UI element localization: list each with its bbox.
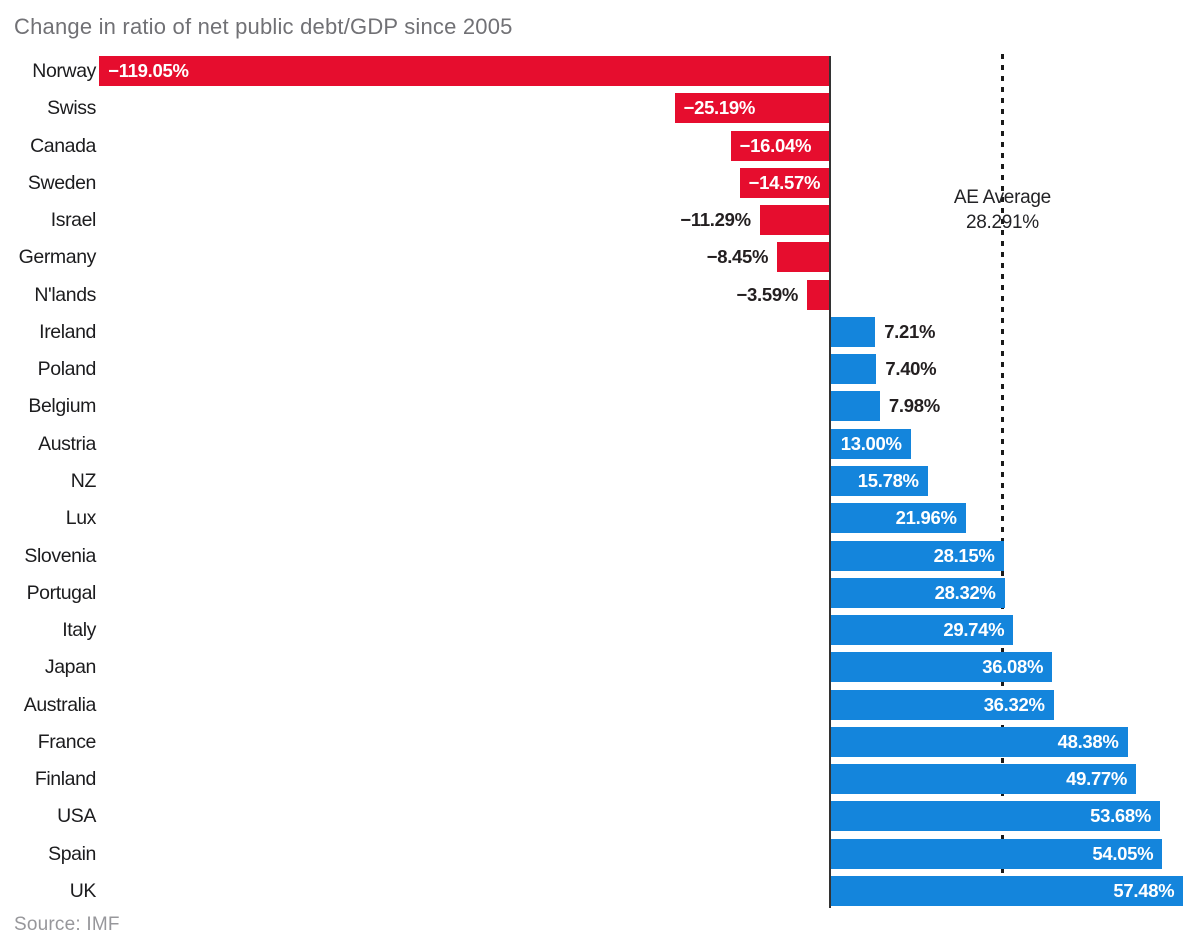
- bar: [730, 131, 829, 161]
- bar: [831, 391, 880, 421]
- value-label: 28.15%: [933, 545, 995, 566]
- bar: [831, 690, 1054, 720]
- category-label: Portugal: [26, 582, 97, 604]
- category-label: Austria: [38, 433, 96, 455]
- category-label: Finland: [34, 768, 97, 790]
- bar: [831, 652, 1053, 682]
- bar: [831, 429, 911, 459]
- value-label: 15.78%: [857, 470, 919, 491]
- bar: [831, 839, 1163, 869]
- category-label: Italy: [62, 619, 96, 641]
- bar: [831, 727, 1128, 757]
- bar: [831, 466, 928, 496]
- bar: [831, 578, 1005, 608]
- bar: [831, 801, 1161, 831]
- ae-average-label: AE Average: [953, 187, 1051, 208]
- value-label: 28.32%: [934, 582, 996, 603]
- category-label: Ireland: [39, 321, 96, 343]
- category-label: Swiss: [47, 97, 96, 119]
- value-label: −14.57%: [748, 172, 821, 193]
- bar: [831, 876, 1184, 906]
- value-label: 21.96%: [895, 507, 957, 528]
- bar: [831, 615, 1014, 645]
- category-label: Sweden: [27, 172, 96, 194]
- chart-title: Change in ratio of net public debt/GDP s…: [14, 14, 513, 39]
- bar: [831, 503, 966, 533]
- source-note: Source: IMF: [14, 914, 120, 935]
- bar: [831, 354, 877, 384]
- category-label: Spain: [48, 843, 96, 865]
- category-label: Lux: [65, 507, 97, 529]
- bar: [674, 93, 829, 123]
- value-label: −3.59%: [736, 284, 799, 305]
- bar: [777, 242, 829, 272]
- category-label: UK: [69, 880, 97, 902]
- category-label: Canada: [30, 135, 96, 157]
- category-label: Australia: [23, 694, 97, 716]
- value-label: 48.38%: [1057, 731, 1119, 752]
- bar: [831, 764, 1137, 794]
- value-label: 29.74%: [943, 619, 1005, 640]
- value-label: −11.29%: [680, 209, 751, 230]
- bar: [806, 280, 829, 310]
- bar: [99, 56, 829, 86]
- average-dashed-line: [1001, 54, 1004, 908]
- category-label: N'lands: [34, 284, 96, 306]
- category-label: Israel: [50, 209, 97, 231]
- zero-axis-line: [829, 56, 831, 908]
- category-label: USA: [57, 805, 96, 827]
- category-label: Slovenia: [24, 545, 96, 567]
- value-label: 36.32%: [983, 694, 1045, 715]
- value-label: −25.19%: [683, 97, 756, 118]
- bar: [739, 168, 829, 198]
- value-label: −119.05%: [108, 60, 189, 81]
- category-label: Norway: [32, 60, 96, 82]
- bar: [831, 541, 1004, 571]
- value-label: 57.48%: [1113, 880, 1175, 901]
- value-label: 54.05%: [1092, 843, 1154, 864]
- value-label: 49.77%: [1066, 768, 1128, 789]
- value-label: −16.04%: [739, 135, 812, 156]
- value-label: −8.45%: [706, 246, 769, 267]
- value-label: 7.98%: [888, 395, 940, 416]
- category-label: Poland: [37, 358, 97, 380]
- bar: [759, 205, 829, 235]
- category-label: NZ: [70, 470, 97, 492]
- value-label: 7.40%: [885, 358, 937, 379]
- bar: [831, 317, 876, 347]
- average-annotation: AE Average 28.291%: [892, 185, 1112, 235]
- category-label: Belgium: [28, 395, 96, 417]
- value-label: 7.21%: [884, 321, 936, 342]
- value-label: 36.08%: [982, 656, 1044, 677]
- category-label: Japan: [44, 656, 97, 678]
- value-label: 53.68%: [1090, 805, 1152, 826]
- value-label: 13.00%: [840, 433, 902, 454]
- category-label: Germany: [18, 246, 97, 268]
- category-label: France: [37, 731, 97, 753]
- ae-average-value: 28.291%: [965, 212, 1039, 233]
